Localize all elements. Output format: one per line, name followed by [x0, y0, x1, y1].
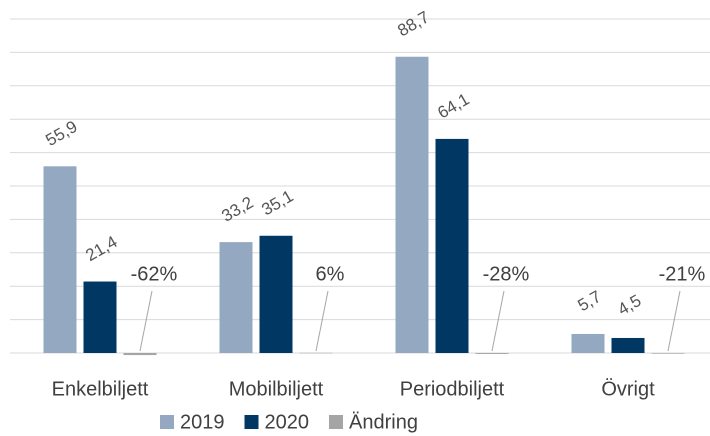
leader-line [315, 290, 329, 352]
data-label: 88,7 [394, 7, 432, 40]
data-label: -62% [131, 263, 178, 285]
bar [83, 281, 117, 353]
data-label: 33,2 [218, 193, 256, 226]
legend-label: 2020 [265, 411, 310, 433]
bar [219, 242, 253, 353]
bar [259, 235, 293, 353]
bar [123, 353, 157, 356]
x-tick-label: Periodbiljett [400, 378, 505, 400]
bar [475, 353, 509, 354]
data-label: 4,5 [615, 291, 645, 319]
legend-label: 2019 [180, 411, 225, 433]
legend-swatch [160, 415, 174, 429]
data-label: 64,1 [434, 90, 472, 123]
legend-swatch [244, 415, 259, 429]
legend-label: Ändring [349, 411, 418, 433]
x-tick-label: Mobilbiljett [229, 378, 324, 400]
data-label: -28% [483, 263, 530, 285]
data-label: 6% [316, 263, 345, 285]
data-label: -21% [659, 263, 706, 285]
bar [651, 353, 685, 354]
bar [435, 138, 469, 353]
bar [43, 166, 77, 353]
data-label: 35,1 [258, 186, 296, 219]
bar [299, 352, 333, 354]
bar [611, 337, 645, 353]
leader-line [491, 290, 505, 352]
bar [395, 56, 429, 353]
legend-swatch [329, 415, 343, 429]
data-label: 5,7 [575, 287, 605, 315]
leader-line [667, 290, 681, 352]
data-label: 21,4 [82, 232, 120, 265]
bar [571, 333, 605, 353]
x-tick-label: Enkelbiljett [52, 378, 149, 400]
leader-line [139, 290, 153, 352]
x-tick-label: Övrigt [601, 378, 655, 400]
data-label: 55,9 [42, 117, 80, 150]
